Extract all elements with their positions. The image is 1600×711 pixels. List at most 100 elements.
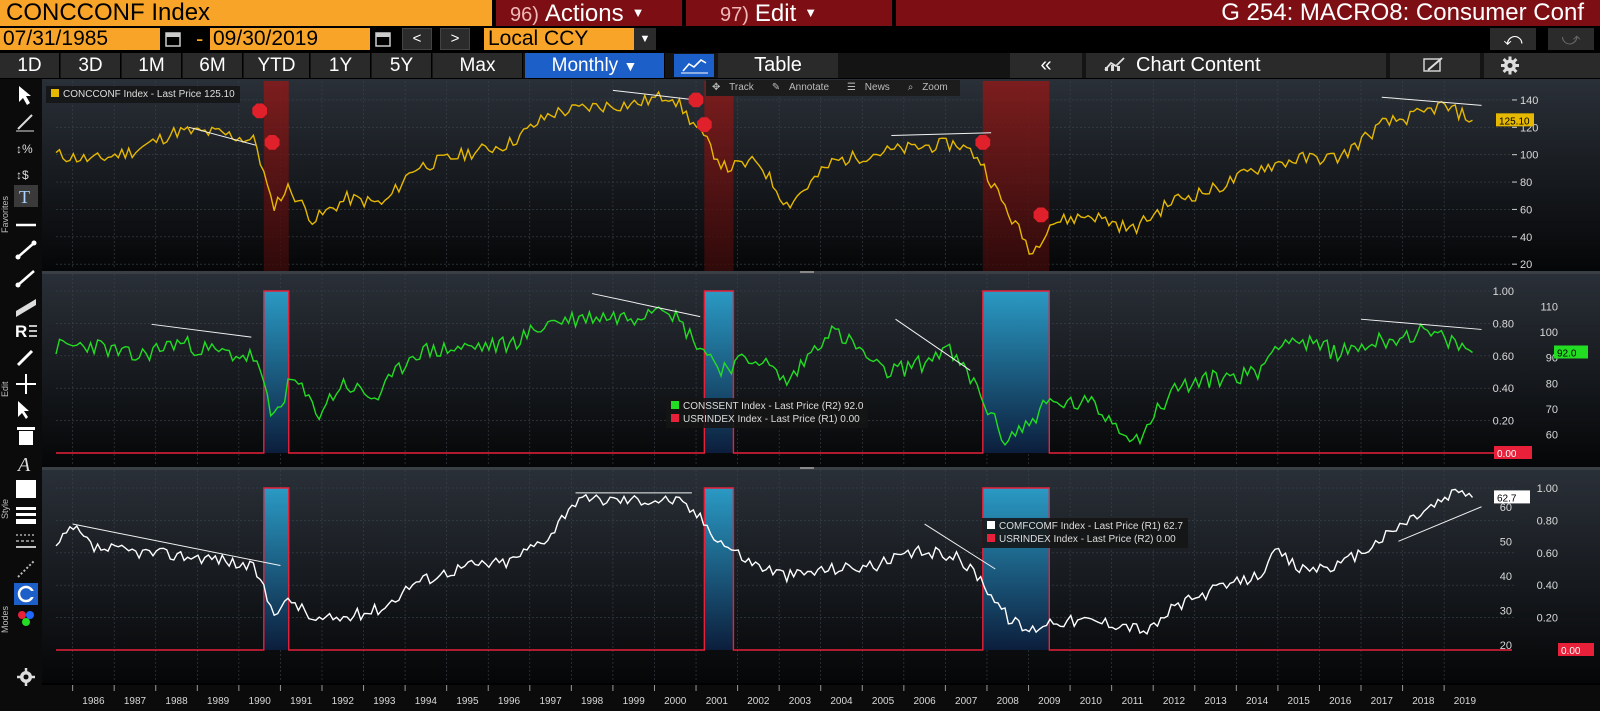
rec-marker-icon[interactable] bbox=[252, 103, 267, 119]
y-axis-tick-label: 20 bbox=[1500, 640, 1512, 652]
usrindex-last-value-badge-label: 0.00 bbox=[1561, 646, 1581, 657]
track-tool-button[interactable]: ✥ Track bbox=[706, 80, 766, 96]
x-axis-tick-label: 1991 bbox=[290, 696, 313, 707]
cursor-icon[interactable] bbox=[12, 82, 40, 106]
redo-button[interactable]: ⤻ bbox=[1548, 28, 1594, 50]
calendar-icon[interactable] bbox=[164, 30, 182, 48]
rec-marker-icon[interactable] bbox=[975, 135, 991, 150]
trash-icon[interactable] bbox=[17, 427, 35, 445]
panel-resize-handle[interactable] bbox=[800, 467, 814, 469]
trendline[interactable] bbox=[592, 293, 701, 318]
fill-color-icon[interactable] bbox=[16, 480, 36, 498]
trendline[interactable] bbox=[895, 318, 971, 371]
percent-line-icon[interactable]: ↕% bbox=[16, 142, 33, 156]
period-5y-button[interactable]: 5Y bbox=[372, 53, 432, 78]
bottom-panel-legend[interactable]: COMFCOMF Index - Last Price (R1) 62.7 US… bbox=[982, 518, 1188, 548]
y-axis-tick-label: 50 bbox=[1500, 536, 1512, 548]
text-tool-icon[interactable]: T bbox=[14, 185, 38, 207]
y-axis-tick-label: 60 bbox=[1520, 204, 1532, 216]
rec-marker-icon[interactable] bbox=[688, 92, 704, 108]
previous-period-button[interactable]: < bbox=[402, 28, 432, 50]
actions-menu-button[interactable]: 96) Actions ▼ bbox=[496, 0, 682, 26]
period-6m-button[interactable]: 6M bbox=[183, 53, 243, 78]
usrindex-line bbox=[56, 290, 1512, 454]
trendline[interactable] bbox=[612, 89, 697, 101]
period-max-button[interactable]: Max bbox=[433, 53, 523, 78]
calendar-icon[interactable] bbox=[374, 30, 392, 48]
color-mode-icon[interactable] bbox=[18, 611, 34, 626]
trendline[interactable] bbox=[188, 126, 256, 146]
currency-select[interactable]: Local CCY ▼ bbox=[484, 28, 656, 50]
period-1d-button[interactable]: 1D bbox=[0, 53, 60, 78]
line-chart-button[interactable] bbox=[674, 54, 714, 77]
x-axis-tick-label: 2011 bbox=[1122, 696, 1144, 707]
top-panel-legend[interactable]: CONCCONF Index - Last Price 125.10 bbox=[46, 86, 240, 103]
frequency-select[interactable]: Monthly ▼ bbox=[525, 53, 665, 78]
trendline[interactable] bbox=[151, 323, 252, 338]
period-3d-button[interactable]: 3D bbox=[61, 53, 121, 78]
settings-button[interactable] bbox=[1484, 53, 1600, 78]
trendline[interactable] bbox=[1360, 318, 1482, 330]
trendline[interactable] bbox=[1381, 96, 1482, 106]
news-tool-button[interactable]: ☰ News bbox=[841, 80, 902, 96]
date-range-bar: 07/31/1985 - 09/30/2019 < > Local CCY ▼ … bbox=[0, 27, 1600, 52]
svg-text:A: A bbox=[16, 454, 31, 476]
news-tool-label: News bbox=[864, 82, 890, 93]
trendline[interactable] bbox=[72, 523, 281, 567]
ray-line-icon[interactable] bbox=[15, 270, 35, 288]
legend-label: COMFCOMF Index - Last Price (R1) 62.7 bbox=[999, 521, 1183, 532]
trendline[interactable] bbox=[1398, 506, 1482, 542]
period-1y-button[interactable]: 1Y bbox=[311, 53, 371, 78]
ticker-field[interactable]: CONCCONF Index bbox=[0, 0, 492, 26]
y-axis-tick-label: 140 bbox=[1520, 95, 1538, 107]
middle-panel-legend[interactable]: CONSSENT Index - Last Price (R2) 92.0 US… bbox=[666, 398, 869, 428]
rec-marker-icon[interactable] bbox=[264, 135, 280, 150]
usrindex-line bbox=[56, 487, 1512, 651]
panel-divider[interactable] bbox=[42, 467, 1600, 470]
next-period-button[interactable]: > bbox=[440, 28, 470, 50]
y-axis-tick-label: 30 bbox=[1500, 606, 1512, 618]
conssent-last-value-badge-label: 92.0 bbox=[1557, 349, 1577, 360]
pen-icon[interactable] bbox=[16, 349, 34, 367]
regression-icon[interactable]: R bbox=[15, 322, 37, 341]
zoom-tool-button[interactable]: ⌕ Zoom bbox=[902, 80, 960, 96]
gear-icon bbox=[1501, 56, 1519, 75]
x-axis-tick-label: 1986 bbox=[82, 696, 105, 707]
x-axis-tick-label: 1994 bbox=[415, 696, 438, 707]
line-style-icon[interactable] bbox=[16, 507, 36, 524]
move-icon[interactable] bbox=[16, 374, 36, 394]
y-axis-tick-label: 100 bbox=[1520, 150, 1538, 162]
edit-menu-button[interactable]: 97) Edit ▼ bbox=[686, 0, 892, 26]
table-button[interactable]: Table bbox=[718, 53, 838, 78]
select-add-icon[interactable] bbox=[18, 401, 29, 419]
magic-wand-icon[interactable] bbox=[17, 560, 35, 578]
undo-button[interactable]: ⤺ bbox=[1490, 28, 1536, 50]
toolbar-settings-icon[interactable] bbox=[17, 668, 35, 686]
panel-resize-handle[interactable] bbox=[800, 271, 814, 273]
period-ytd-button[interactable]: YTD bbox=[244, 53, 310, 78]
snap-mode-icon[interactable] bbox=[14, 583, 38, 605]
trend-line-icon[interactable] bbox=[15, 240, 37, 260]
annotation-text-icon[interactable]: A bbox=[16, 454, 31, 476]
channel-icon[interactable] bbox=[16, 299, 36, 317]
period-1m-button[interactable]: 1M bbox=[122, 53, 182, 78]
chart-content-button[interactable]: Chart Content bbox=[1086, 53, 1386, 78]
line-dash-icon[interactable] bbox=[16, 534, 36, 548]
draw-line-icon[interactable] bbox=[16, 114, 34, 132]
collapse-panel-button[interactable]: « bbox=[1010, 53, 1082, 78]
x-axis-tick-label: 2013 bbox=[1204, 696, 1227, 707]
annotate-tool-button[interactable]: ✎ Annotate bbox=[766, 80, 841, 96]
x-axis-tick-label: 2004 bbox=[830, 696, 853, 707]
trendline[interactable] bbox=[924, 523, 996, 570]
chart-canvas[interactable]: 140120100806040201.000.800.600.400.20110… bbox=[42, 79, 1600, 711]
edit-chart-button[interactable] bbox=[1390, 53, 1480, 78]
trendline[interactable] bbox=[891, 132, 992, 137]
rec-marker-icon[interactable] bbox=[697, 117, 712, 132]
dollar-line-icon[interactable]: ↕$ bbox=[16, 168, 29, 182]
rec-marker-icon[interactable] bbox=[1033, 207, 1049, 223]
start-date-field[interactable]: 07/31/1985 bbox=[0, 28, 160, 50]
legend-swatch bbox=[671, 414, 679, 422]
x-axis-tick-label: 2002 bbox=[747, 696, 770, 707]
panel-divider[interactable] bbox=[42, 271, 1600, 274]
end-date-field[interactable]: 09/30/2019 bbox=[210, 28, 370, 50]
